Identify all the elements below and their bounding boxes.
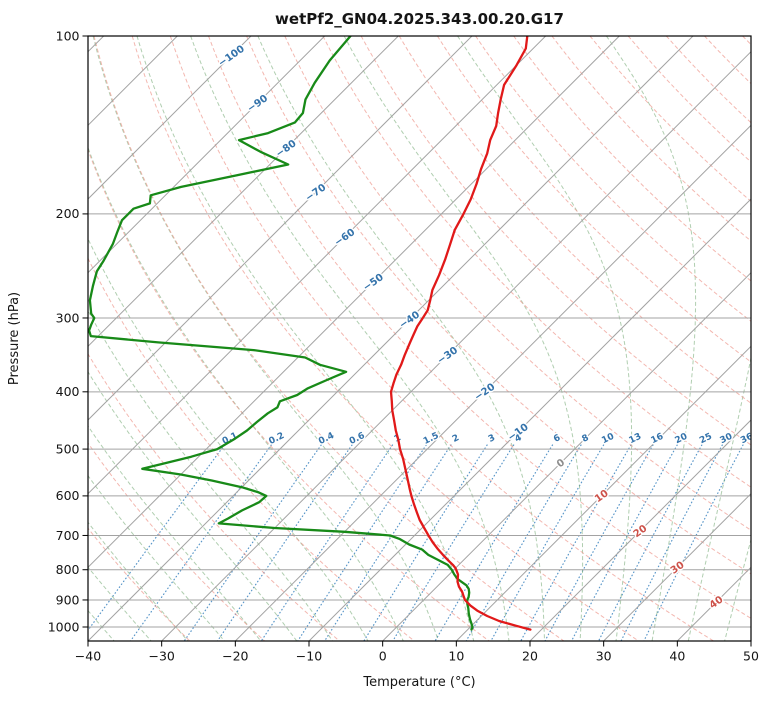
isotherm-label: −50 — [361, 272, 386, 294]
x-axis-label: Temperature (°C) — [362, 675, 475, 690]
y-axis-label: Pressure (hPa) — [7, 292, 22, 385]
y-tick-label: 900 — [56, 592, 80, 607]
y-tick-label: 1000 — [48, 619, 80, 634]
isotherm-label: −90 — [245, 93, 270, 115]
isotherm-label: −30 — [435, 345, 460, 367]
y-tick-label: 500 — [56, 441, 80, 456]
mixing-ratio-label: 2 — [451, 433, 461, 445]
mixing-ratio-label: 36 — [739, 432, 755, 446]
y-tick-label: 800 — [56, 562, 80, 577]
x-tick-label: 50 — [743, 649, 759, 664]
isotherm-label: −100 — [217, 44, 247, 70]
isotherm-label: 40 — [708, 594, 726, 611]
dewpoint-line — [88, 36, 474, 631]
isotherm-label: 0 — [555, 457, 567, 470]
isotherm-label: −20 — [473, 382, 498, 404]
isotherm-label: 10 — [593, 488, 611, 505]
chart-layers: −100−90−80−70−60−50−40−30−20−10010203040… — [48, 28, 759, 664]
x-tick-label: −40 — [75, 649, 101, 664]
isotherm-label: −60 — [333, 227, 358, 249]
mixing-ratio-label: 0.2 — [267, 431, 286, 447]
x-tick-label: 30 — [596, 649, 612, 664]
y-tick-label: 600 — [56, 488, 80, 503]
y-tick-label: 700 — [56, 528, 80, 543]
mixing-ratio-label: 25 — [698, 432, 714, 446]
isotherm-label: 20 — [632, 523, 650, 540]
mixing-ratio-lines — [88, 444, 744, 641]
x-tick-label: −20 — [222, 649, 248, 664]
isotherms — [88, 36, 751, 641]
pressure-gridlines — [88, 36, 751, 628]
mixing-ratio-label: 0.4 — [317, 431, 336, 447]
y-tick-label: 100 — [56, 28, 80, 43]
isotherm-label: −40 — [397, 309, 422, 331]
x-tick-label: −10 — [296, 649, 322, 664]
temperature-line — [389, 36, 532, 631]
mixing-ratio-label: 10 — [600, 432, 616, 446]
y-tick-label: 200 — [56, 206, 80, 221]
x-tick-labels: −40 −30 −20 −10 0 10 20 30 40 50 — [75, 649, 759, 664]
mixing-ratio-label: 0.6 — [348, 431, 367, 447]
mixing-ratio-label: 3 — [487, 433, 497, 445]
isotherm-label: −70 — [304, 182, 329, 204]
plot-area: −100−90−80−70−60−50−40−30−20−10010203040… — [88, 36, 755, 641]
y-tick-labels: 100 200 300 400 500 600 700 800 900 1000 — [48, 28, 80, 634]
x-tick-label: 40 — [669, 649, 685, 664]
x-tick-label: −30 — [148, 649, 174, 664]
y-tick-label: 300 — [56, 310, 80, 325]
plot-border — [87, 35, 752, 642]
x-tick-label: 10 — [448, 649, 464, 664]
isotherm-label: −80 — [274, 138, 299, 160]
x-tick-label: 0 — [379, 649, 387, 664]
mixing-ratio-label: 13 — [628, 432, 644, 446]
mixing-ratio-label: 30 — [719, 432, 735, 446]
axis-ticks — [82, 35, 752, 647]
y-tick-label: 400 — [56, 384, 80, 399]
x-tick-label: 20 — [522, 649, 538, 664]
chart-title: wetPf2_GN04.2025.343.00.20.G17 — [275, 10, 564, 28]
mixing-ratio-label: 6 — [552, 433, 562, 445]
isotherm-label: 30 — [669, 560, 687, 577]
